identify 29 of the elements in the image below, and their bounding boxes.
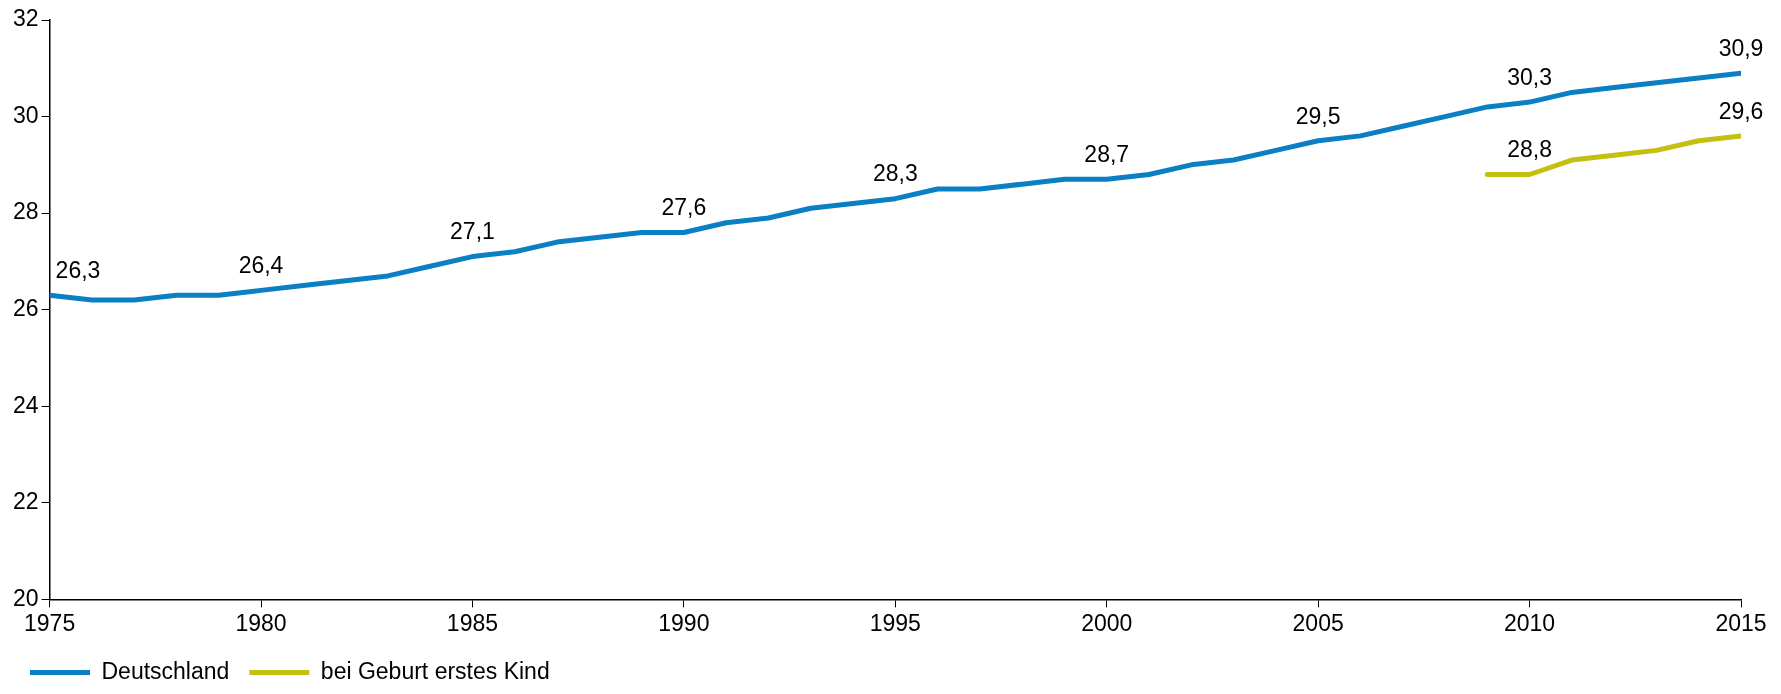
y-tick-label: 24	[12, 391, 39, 418]
x-tick-label: 2000	[1081, 609, 1133, 636]
y-tick-label: 28	[12, 198, 39, 225]
x-tick-label: 1980	[235, 609, 287, 636]
data-label: 27,6	[661, 194, 707, 221]
data-label: 27,1	[450, 218, 495, 245]
y-tick-label: 30	[12, 101, 39, 128]
x-tick-label: 1995	[869, 609, 921, 636]
x-tick-label: 1975	[24, 609, 76, 636]
x-tick-label: 2010	[1503, 609, 1556, 636]
y-tick-label: 20	[12, 584, 39, 611]
y-tick-label: 22	[12, 488, 39, 515]
y-tick-label: 26	[12, 295, 39, 322]
legend-label: Deutschland	[101, 657, 230, 684]
x-tick-label: 1985	[446, 609, 499, 636]
data-label: 26,3	[55, 257, 101, 284]
data-label: 28,3	[872, 160, 918, 187]
data-label: 29,6	[1718, 97, 1764, 124]
legend-label: bei Geburt erstes Kind	[320, 657, 550, 684]
data-label: 29,5	[1295, 102, 1341, 129]
data-label: 28,7	[1084, 141, 1130, 168]
x-tick-label: 1990	[658, 609, 710, 636]
x-tick-label: 2015	[1715, 609, 1767, 636]
data-label: 28,8	[1507, 136, 1552, 163]
data-label: 26,4	[238, 252, 284, 279]
data-label: 30,3	[1507, 63, 1552, 90]
data-label: 30,9	[1718, 34, 1764, 61]
x-tick-label: 2005	[1292, 609, 1344, 636]
y-tick-label: 32	[12, 5, 39, 32]
